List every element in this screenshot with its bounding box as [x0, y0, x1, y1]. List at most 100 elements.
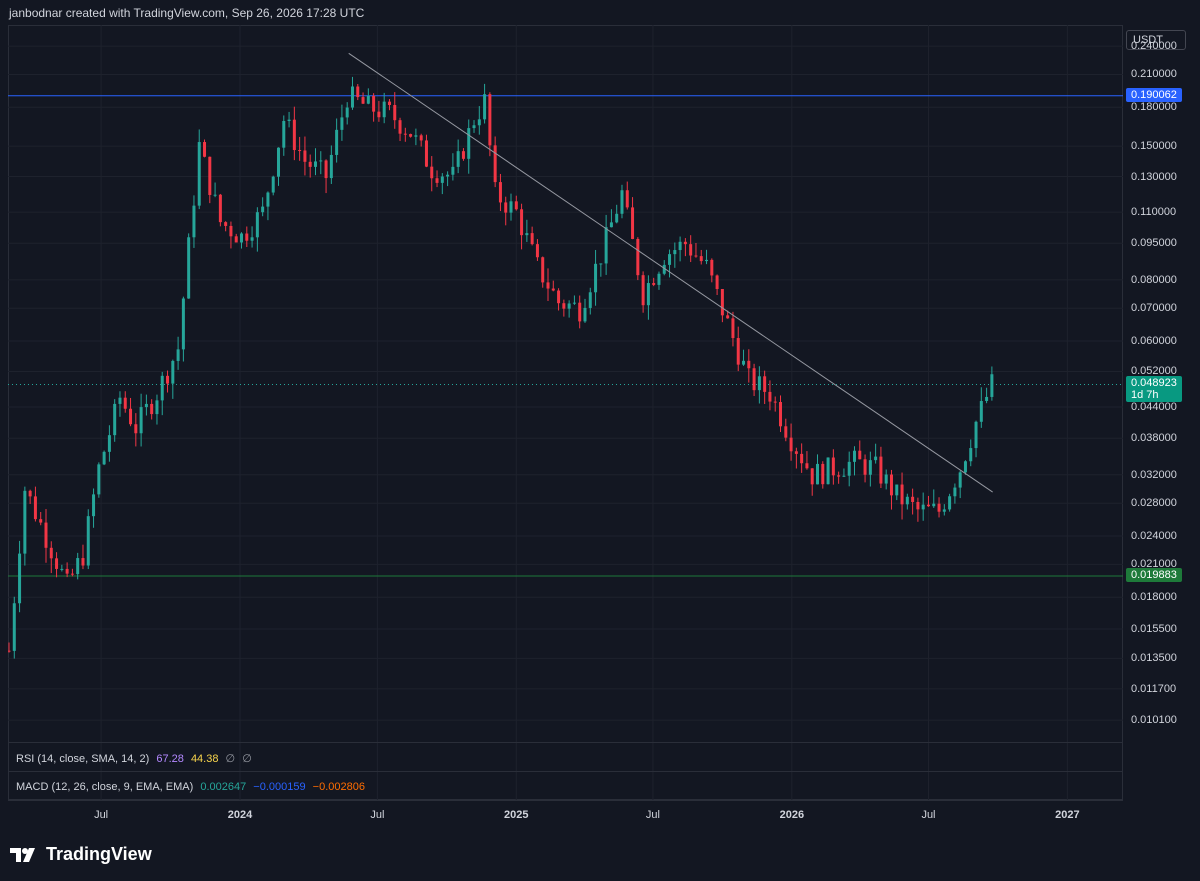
candle-up [12, 603, 16, 651]
candle-up [366, 95, 370, 104]
price-axis-label: 0.013500 [1131, 652, 1177, 665]
candle-down [55, 558, 59, 569]
price-axis-label: 0.011700 [1131, 682, 1177, 695]
candle-up [963, 461, 967, 473]
candle-up [953, 487, 957, 497]
candle-up [350, 86, 354, 108]
price-chart[interactable] [8, 25, 1123, 800]
candle-up [477, 119, 481, 126]
candle-down [779, 402, 783, 427]
candle-down [81, 558, 85, 566]
candle-up [588, 292, 592, 308]
candle-up [287, 119, 291, 122]
candle-up [456, 151, 460, 167]
price-axis-label: 0.010100 [1131, 714, 1177, 727]
candle-up [599, 263, 603, 265]
candle-up [742, 360, 746, 365]
candle-down [229, 225, 233, 237]
candle-up [155, 400, 159, 415]
candle-down [393, 105, 397, 121]
candle-up [525, 233, 529, 236]
candle-down [398, 120, 402, 134]
candle-up [572, 302, 576, 304]
candle-down [805, 463, 809, 469]
rsi-legend[interactable]: RSI (14, close, SMA, 14, 2) 67.28 44.38 … [16, 752, 256, 765]
candle-down [810, 468, 814, 485]
candle-down [546, 282, 550, 289]
candle-up [985, 396, 989, 402]
macd-line-value: −0.000159 [253, 781, 306, 793]
candle-up [942, 509, 946, 512]
price-axis-label: 0.095000 [1131, 237, 1177, 250]
candle-down [689, 244, 693, 256]
candle-down [837, 475, 841, 477]
price-axis-label: 0.180000 [1131, 101, 1177, 114]
candle-down [203, 142, 207, 157]
candle-up [852, 450, 856, 462]
candle-up [905, 496, 909, 505]
candle-down [419, 135, 423, 141]
candle-down [166, 375, 170, 384]
candle-up [678, 241, 682, 251]
candle-down [403, 133, 407, 135]
price-tag-resistance: 0.190062 [1126, 87, 1182, 102]
macd-pane-separator[interactable] [8, 771, 1123, 772]
candle-up [113, 403, 117, 436]
rsi-value: 67.28 [156, 753, 184, 765]
candle-down [324, 160, 328, 179]
candle-up [583, 307, 587, 322]
candle-up [662, 264, 666, 274]
candle-down [900, 484, 904, 505]
candle-up [144, 403, 148, 408]
chart-frame[interactable] [8, 25, 1123, 800]
candle-down [636, 238, 640, 276]
candle-up [826, 457, 830, 485]
rsi-band-lower-value: ∅ [242, 753, 252, 765]
candle-up [842, 475, 846, 477]
candle-up [969, 448, 973, 462]
price-axis-label: 0.032000 [1131, 468, 1177, 481]
candle-down [578, 302, 582, 322]
candle-down [911, 496, 915, 502]
candle-down [889, 474, 893, 496]
candle-down [435, 178, 439, 183]
candle-down [8, 650, 11, 652]
candle-down [134, 424, 138, 434]
candle-up [509, 201, 513, 213]
candle-down [784, 426, 788, 438]
candle-up [609, 222, 613, 228]
macd-legend[interactable]: MACD (12, 26, close, 9, EMA, EMA) 0.0026… [16, 781, 369, 793]
candle-down [710, 259, 714, 276]
candle-up [197, 142, 201, 206]
candle-down [28, 490, 32, 497]
candle-down [488, 94, 492, 146]
price-axis-label: 0.024000 [1131, 529, 1177, 542]
price-tag-last: 0.048923 1d 7h [1126, 376, 1182, 403]
candle-up [261, 206, 265, 213]
candle-down [720, 289, 724, 316]
currency-button[interactable]: USDT [1126, 30, 1186, 50]
tradingview-brand[interactable]: TradingView [10, 844, 152, 865]
price-axis-label: 0.015500 [1131, 623, 1177, 635]
candle-up [23, 490, 27, 554]
candle-down [245, 233, 249, 241]
candle-down [768, 391, 772, 402]
macd-histogram-value: 0.002647 [200, 781, 247, 793]
candle-up [176, 349, 180, 361]
candle-up [319, 160, 323, 162]
candle-down [377, 111, 381, 118]
candle-down [356, 86, 360, 98]
candle-down [641, 275, 645, 306]
candle-up [921, 504, 925, 510]
price-axis-label: 0.110000 [1131, 206, 1177, 219]
candle-down [821, 463, 825, 485]
candle-down [831, 457, 835, 476]
candle-down [461, 151, 465, 159]
rsi-pane-separator[interactable] [8, 742, 1123, 743]
candle-down [752, 368, 756, 391]
price-axis-label: 0.018000 [1131, 591, 1177, 604]
time-axis-label: Jul [921, 809, 936, 821]
price-axis-label: 0.038000 [1131, 432, 1177, 445]
price-axis-label: 0.052000 [1131, 365, 1177, 378]
rsi-ma-value: 44.38 [190, 753, 219, 765]
